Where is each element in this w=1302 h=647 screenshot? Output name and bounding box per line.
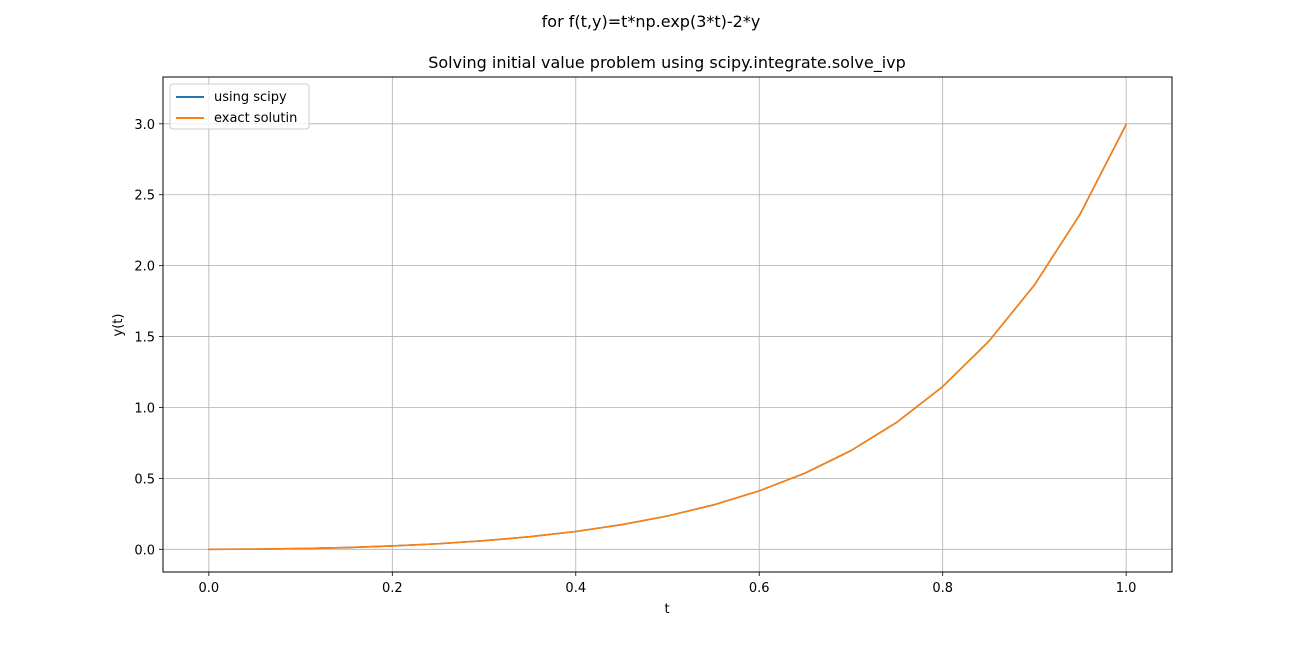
y-tick-label: 2.5 [134,189,155,204]
y-tick-label: 2.0 [134,260,155,275]
x-tick-label: 0.0 [199,581,220,596]
legend-label-exact-solutin: exact solutin [214,111,297,126]
series-line-exact-solutin [208,123,1127,551]
x-tick-label: 0.4 [565,581,586,596]
y-tick-label: 1.5 [134,331,155,346]
x-axis-label: t [664,602,669,617]
chart-title: Solving initial value problem using scip… [428,53,906,73]
legend: using scipy exact solutin [169,83,310,130]
y-tick-label: 0.5 [134,472,155,487]
y-tick-label: 0.0 [134,543,155,558]
x-tick-label: 0.6 [749,581,770,596]
y-tick-label: 1.0 [134,401,155,416]
axis-ticks: 0.0 0.2 0.4 0.6 0.8 1.0 0.0 0.5 1.0 1.5 2.0 2.5 3.0 [134,118,1136,596]
x-tick-label: 0.8 [932,581,953,596]
figure-suptitle: for f(t,y)=t*np.exp(3*t)-2*y [542,12,761,31]
legend-label-using-scipy: using scipy [214,90,287,105]
y-axis-label: y(t) [111,314,126,337]
x-tick-label: 0.2 [382,581,403,596]
grid-lines [163,77,1172,572]
x-tick-label: 1.0 [1116,581,1137,596]
y-tick-label: 3.0 [134,118,155,133]
legend-box [169,83,310,130]
series-lines [208,123,1127,551]
plot-area-frame [162,76,1173,573]
